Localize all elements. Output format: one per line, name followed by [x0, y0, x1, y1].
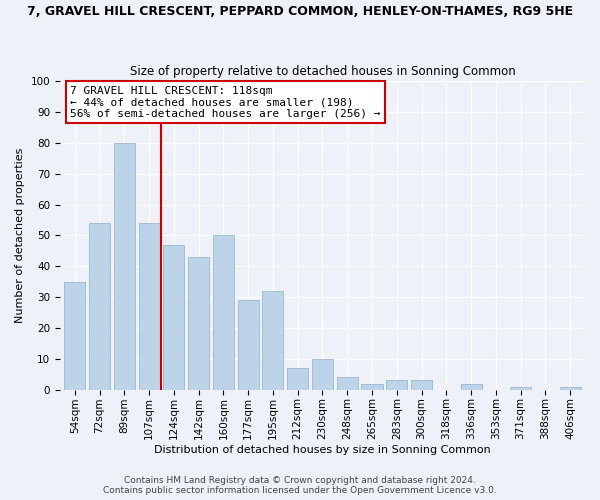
Text: Contains HM Land Registry data © Crown copyright and database right 2024.
Contai: Contains HM Land Registry data © Crown c… [103, 476, 497, 495]
Text: 7 GRAVEL HILL CRESCENT: 118sqm
← 44% of detached houses are smaller (198)
56% of: 7 GRAVEL HILL CRESCENT: 118sqm ← 44% of … [70, 86, 381, 119]
Bar [64, 282, 85, 390]
Bar [262, 291, 283, 390]
Bar [560, 386, 581, 390]
Bar [163, 244, 184, 390]
Bar [213, 236, 234, 390]
Bar [89, 223, 110, 390]
X-axis label: Distribution of detached houses by size in Sonning Common: Distribution of detached houses by size … [154, 445, 491, 455]
Bar [510, 386, 531, 390]
Bar [114, 143, 135, 390]
Bar [337, 378, 358, 390]
Text: 7, GRAVEL HILL CRESCENT, PEPPARD COMMON, HENLEY-ON-THAMES, RG9 5HE: 7, GRAVEL HILL CRESCENT, PEPPARD COMMON,… [27, 5, 573, 18]
Title: Size of property relative to detached houses in Sonning Common: Size of property relative to detached ho… [130, 66, 515, 78]
Bar [411, 380, 432, 390]
Bar [461, 384, 482, 390]
Bar [312, 359, 333, 390]
Y-axis label: Number of detached properties: Number of detached properties [15, 148, 25, 323]
Bar [361, 384, 383, 390]
Bar [188, 257, 209, 390]
Bar [238, 300, 259, 390]
Bar [287, 368, 308, 390]
Bar [139, 223, 160, 390]
Bar [386, 380, 407, 390]
